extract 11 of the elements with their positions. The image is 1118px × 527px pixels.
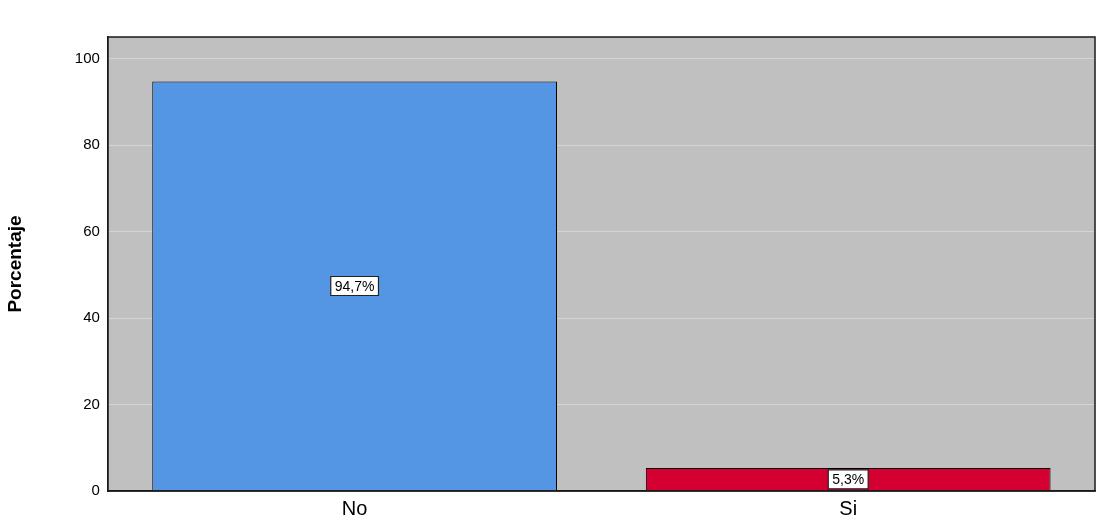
y-tick-label: 0 <box>91 481 100 499</box>
x-tick-label: No <box>341 496 368 519</box>
data-label: 5,3% <box>832 471 865 488</box>
y-tick-label: 60 <box>83 221 100 239</box>
y-tick-label: 100 <box>74 48 100 66</box>
data-label: 94,7% <box>334 277 375 294</box>
y-tick-label: 20 <box>83 394 100 412</box>
x-tick-label: Si <box>839 496 858 519</box>
y-axis-title: Porcentaje <box>3 215 25 313</box>
y-tick-label: 80 <box>83 135 100 153</box>
y-tick-label: 40 <box>83 308 100 326</box>
